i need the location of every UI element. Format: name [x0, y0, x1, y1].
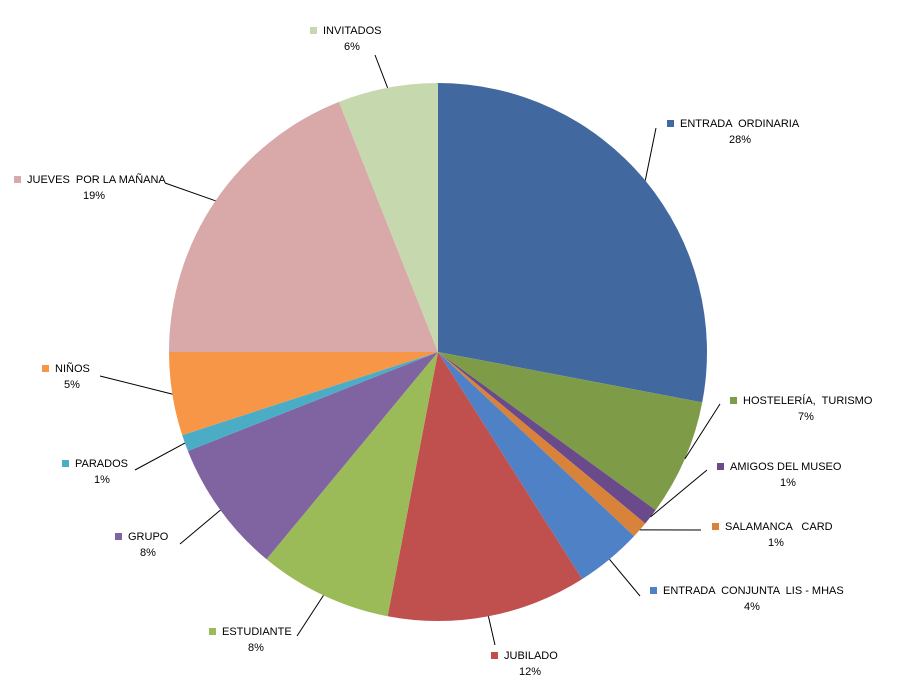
slice-value-label: 12% — [519, 666, 541, 678]
slice-label: PARADOS — [75, 458, 128, 470]
leader-line — [487, 616, 496, 646]
leader-line — [684, 403, 721, 460]
leader-line — [99, 375, 173, 395]
slice-value-label: 5% — [64, 379, 80, 391]
pie-slice — [438, 352, 646, 537]
legend-swatch — [730, 397, 737, 404]
slice-value-label: 6% — [344, 41, 360, 53]
slice-value-label: 8% — [140, 547, 156, 559]
legend-swatch — [115, 533, 122, 540]
slice-value-label: 8% — [248, 642, 264, 654]
leader-line — [134, 442, 186, 471]
pie-slice — [187, 352, 438, 560]
slice-value-label: 19% — [83, 190, 105, 202]
slice-label: ENTRADA CONJUNTA LIS - MHAS — [663, 585, 844, 597]
legend-swatch — [650, 587, 657, 594]
slice-label: INVITADOS — [323, 25, 381, 37]
pie-slice — [438, 352, 703, 511]
pie-slice — [438, 352, 635, 580]
pie-slice — [438, 83, 708, 403]
legend-swatch — [42, 365, 49, 372]
pie-slice — [266, 352, 438, 617]
slice-label: JUEVES POR LA MAÑANA — [27, 173, 166, 186]
legend-swatch — [62, 460, 69, 467]
legend-swatch — [310, 27, 317, 34]
leader-line — [374, 54, 389, 88]
legend-swatch — [491, 652, 498, 659]
slice-value-label: 1% — [768, 537, 784, 549]
pie-slice — [169, 101, 438, 352]
legend-swatch — [667, 120, 674, 127]
slice-value-label: 1% — [780, 477, 796, 489]
legend-swatch — [717, 463, 724, 470]
legend-swatch — [712, 523, 719, 530]
leader-line — [609, 558, 641, 597]
slice-label: JUBILADO — [504, 650, 558, 662]
slice-value-label: 4% — [744, 601, 760, 613]
slice-value-label: 7% — [798, 411, 814, 423]
slice-label: ENTRADA ORDINARIA — [680, 118, 800, 130]
leader-line — [164, 182, 216, 202]
slice-value-label: 1% — [94, 474, 110, 486]
legend-swatch — [209, 628, 216, 635]
pie-slice — [438, 352, 656, 524]
leader-line — [179, 509, 221, 545]
pie-slice — [169, 352, 438, 436]
slice-label: SALAMANCA CARD — [725, 521, 833, 533]
pie-slice — [338, 83, 438, 352]
slice-value-label: 28% — [729, 134, 751, 146]
slice-label: AMIGOS DEL MUSEO — [730, 461, 842, 473]
slice-label: GRUPO — [128, 531, 169, 543]
leader-line — [650, 469, 708, 518]
slice-label: NIÑOS — [55, 362, 90, 375]
slice-label: HOSTELERÍA, TURISMO — [743, 394, 873, 407]
pie-slice — [182, 352, 438, 452]
leader-line — [644, 127, 657, 181]
leader-line — [296, 595, 324, 637]
legend-swatch — [14, 176, 21, 183]
slice-label: ESTUDIANTE — [222, 626, 292, 638]
pie-slice — [387, 352, 583, 621]
